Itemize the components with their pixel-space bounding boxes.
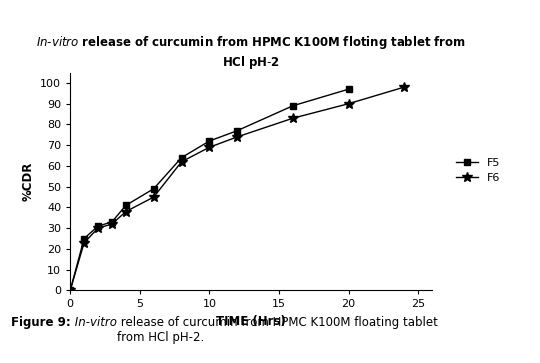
F6 (289, 116, 296, 121)
F5 (123, 203, 129, 208)
F6 (95, 226, 102, 231)
Line: F5: F5 (67, 86, 352, 294)
F6 (234, 135, 240, 139)
Text: release of curcumin from HPMC K100M floating tablet
from HCl pH-2.: release of curcumin from HPMC K100M floa… (117, 316, 437, 344)
F5 (234, 129, 240, 133)
X-axis label: TIME (Hrs): TIME (Hrs) (216, 315, 286, 328)
F5 (206, 139, 213, 143)
Title: $\bf{\it{In\text{-}vitro}}$$\bf{\ release\ of\ curcumin\ from\ HPMC\ K100M\ flot: $\bf{\it{In\text{-}vitro}}$$\bf{\ releas… (36, 34, 466, 71)
Line: F6: F6 (65, 82, 409, 295)
F5 (109, 220, 115, 224)
F5 (81, 236, 87, 241)
F5 (345, 87, 352, 91)
F6 (401, 85, 407, 89)
F5 (289, 103, 296, 108)
Text: Figure 9:: Figure 9: (11, 316, 71, 329)
F6 (81, 241, 87, 245)
F6 (67, 288, 73, 293)
F6 (178, 160, 185, 164)
F5 (95, 224, 102, 228)
F6 (109, 222, 115, 226)
F6 (151, 195, 157, 199)
Text: In-vitro: In-vitro (71, 316, 117, 329)
Y-axis label: %CDR: %CDR (22, 162, 35, 201)
F6 (206, 145, 213, 150)
F6 (123, 209, 129, 214)
F5 (151, 187, 157, 191)
Legend: F5, F6: F5, F6 (450, 152, 506, 189)
F6 (345, 102, 352, 106)
F5 (178, 155, 185, 160)
F5 (67, 288, 73, 293)
